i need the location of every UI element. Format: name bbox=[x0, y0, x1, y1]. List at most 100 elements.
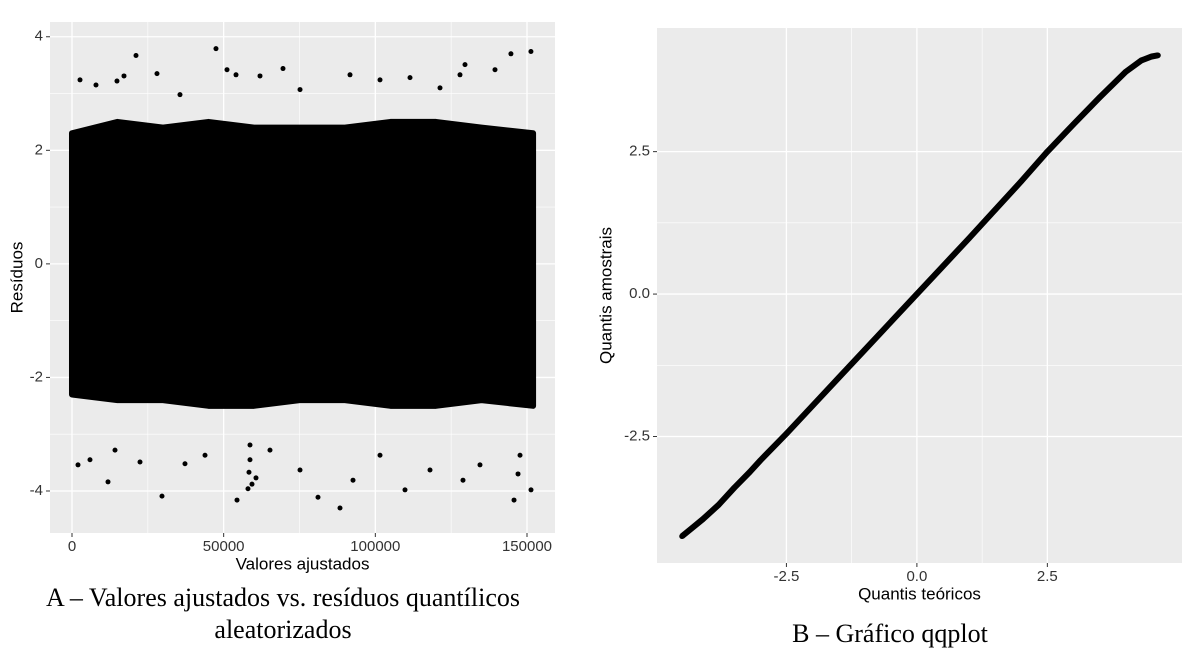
point bbox=[1155, 52, 1161, 59]
point bbox=[213, 46, 219, 52]
point bbox=[1044, 148, 1051, 155]
point bbox=[1148, 53, 1155, 60]
point bbox=[700, 516, 706, 522]
point bbox=[1122, 69, 1129, 75]
point bbox=[1070, 121, 1077, 128]
point bbox=[689, 524, 696, 531]
point bbox=[233, 72, 239, 78]
point bbox=[1138, 57, 1145, 64]
x-tick-label: 50000 bbox=[203, 538, 245, 555]
point bbox=[253, 475, 259, 481]
point bbox=[202, 452, 208, 458]
point bbox=[377, 452, 383, 458]
y-tick-label: 4 bbox=[35, 28, 43, 45]
point bbox=[267, 447, 273, 453]
point bbox=[133, 52, 139, 58]
point bbox=[105, 479, 111, 485]
point bbox=[402, 487, 408, 493]
point bbox=[427, 467, 433, 473]
y-tick-label: -4 bbox=[30, 482, 43, 499]
point bbox=[861, 347, 868, 353]
point bbox=[159, 493, 165, 499]
point bbox=[114, 78, 120, 84]
point bbox=[511, 497, 517, 503]
point bbox=[492, 67, 498, 73]
caption: A – Valores ajustados vs. resíduos quant… bbox=[46, 583, 520, 644]
y-axis-title: Resíduos bbox=[7, 242, 26, 314]
point bbox=[77, 77, 83, 83]
point bbox=[315, 494, 321, 500]
point bbox=[715, 502, 722, 508]
point bbox=[679, 533, 685, 540]
point bbox=[437, 85, 443, 91]
point bbox=[350, 477, 356, 483]
point bbox=[508, 51, 514, 57]
point bbox=[177, 92, 183, 98]
point bbox=[297, 87, 303, 93]
point bbox=[966, 235, 972, 242]
point bbox=[247, 442, 253, 448]
y-tick-label: 0 bbox=[35, 255, 43, 272]
point bbox=[940, 263, 946, 269]
y-tick-label: 2.5 bbox=[629, 143, 650, 160]
point bbox=[75, 462, 81, 468]
point bbox=[528, 487, 534, 493]
point bbox=[245, 486, 251, 492]
point bbox=[121, 73, 127, 79]
point bbox=[182, 461, 188, 467]
point bbox=[137, 459, 143, 465]
x-tick-label: 2.5 bbox=[1037, 568, 1058, 585]
y-tick-label: -2 bbox=[30, 368, 43, 385]
point bbox=[528, 49, 534, 55]
point bbox=[247, 457, 253, 463]
x-axis-title: Quantis teóricos bbox=[858, 584, 981, 603]
point bbox=[757, 457, 764, 464]
point bbox=[460, 477, 466, 483]
point bbox=[731, 484, 738, 491]
point bbox=[1018, 178, 1025, 185]
point bbox=[477, 462, 483, 468]
point bbox=[224, 67, 230, 73]
point bbox=[112, 447, 118, 453]
point bbox=[337, 505, 343, 511]
caption: B – Gráfico qqplot bbox=[792, 619, 988, 648]
y-axis-title: Quantis amostrais bbox=[596, 227, 615, 364]
point bbox=[249, 481, 255, 487]
x-tick-label: 0.0 bbox=[906, 568, 927, 585]
point bbox=[347, 72, 353, 78]
x-tick-label: 150000 bbox=[502, 538, 552, 555]
y-tick-label: 2 bbox=[35, 141, 43, 158]
point bbox=[297, 467, 303, 473]
point bbox=[87, 457, 93, 463]
point bbox=[1096, 94, 1103, 101]
y-tick-label: -2.5 bbox=[624, 427, 650, 444]
point bbox=[457, 72, 463, 78]
point bbox=[154, 71, 160, 77]
x-tick-label: 100000 bbox=[350, 538, 400, 555]
point-band bbox=[68, 118, 537, 409]
y-tick-label: 0.0 bbox=[629, 285, 650, 302]
point bbox=[377, 77, 383, 83]
x-axis-title: Valores ajustados bbox=[236, 554, 370, 573]
x-tick-label: -2.5 bbox=[773, 568, 799, 585]
point bbox=[517, 452, 523, 458]
point bbox=[783, 430, 790, 437]
point bbox=[835, 375, 842, 381]
point bbox=[809, 402, 816, 409]
point bbox=[234, 497, 240, 503]
qq-line bbox=[680, 52, 1159, 539]
point bbox=[747, 469, 753, 475]
point bbox=[407, 75, 413, 81]
x-tick-label: 0 bbox=[68, 538, 76, 555]
point bbox=[887, 319, 894, 325]
point bbox=[257, 73, 263, 79]
point bbox=[280, 66, 286, 72]
point bbox=[992, 206, 998, 213]
point bbox=[914, 291, 920, 297]
point bbox=[246, 469, 252, 475]
point bbox=[515, 471, 521, 477]
point bbox=[93, 82, 99, 88]
point bbox=[462, 62, 468, 68]
